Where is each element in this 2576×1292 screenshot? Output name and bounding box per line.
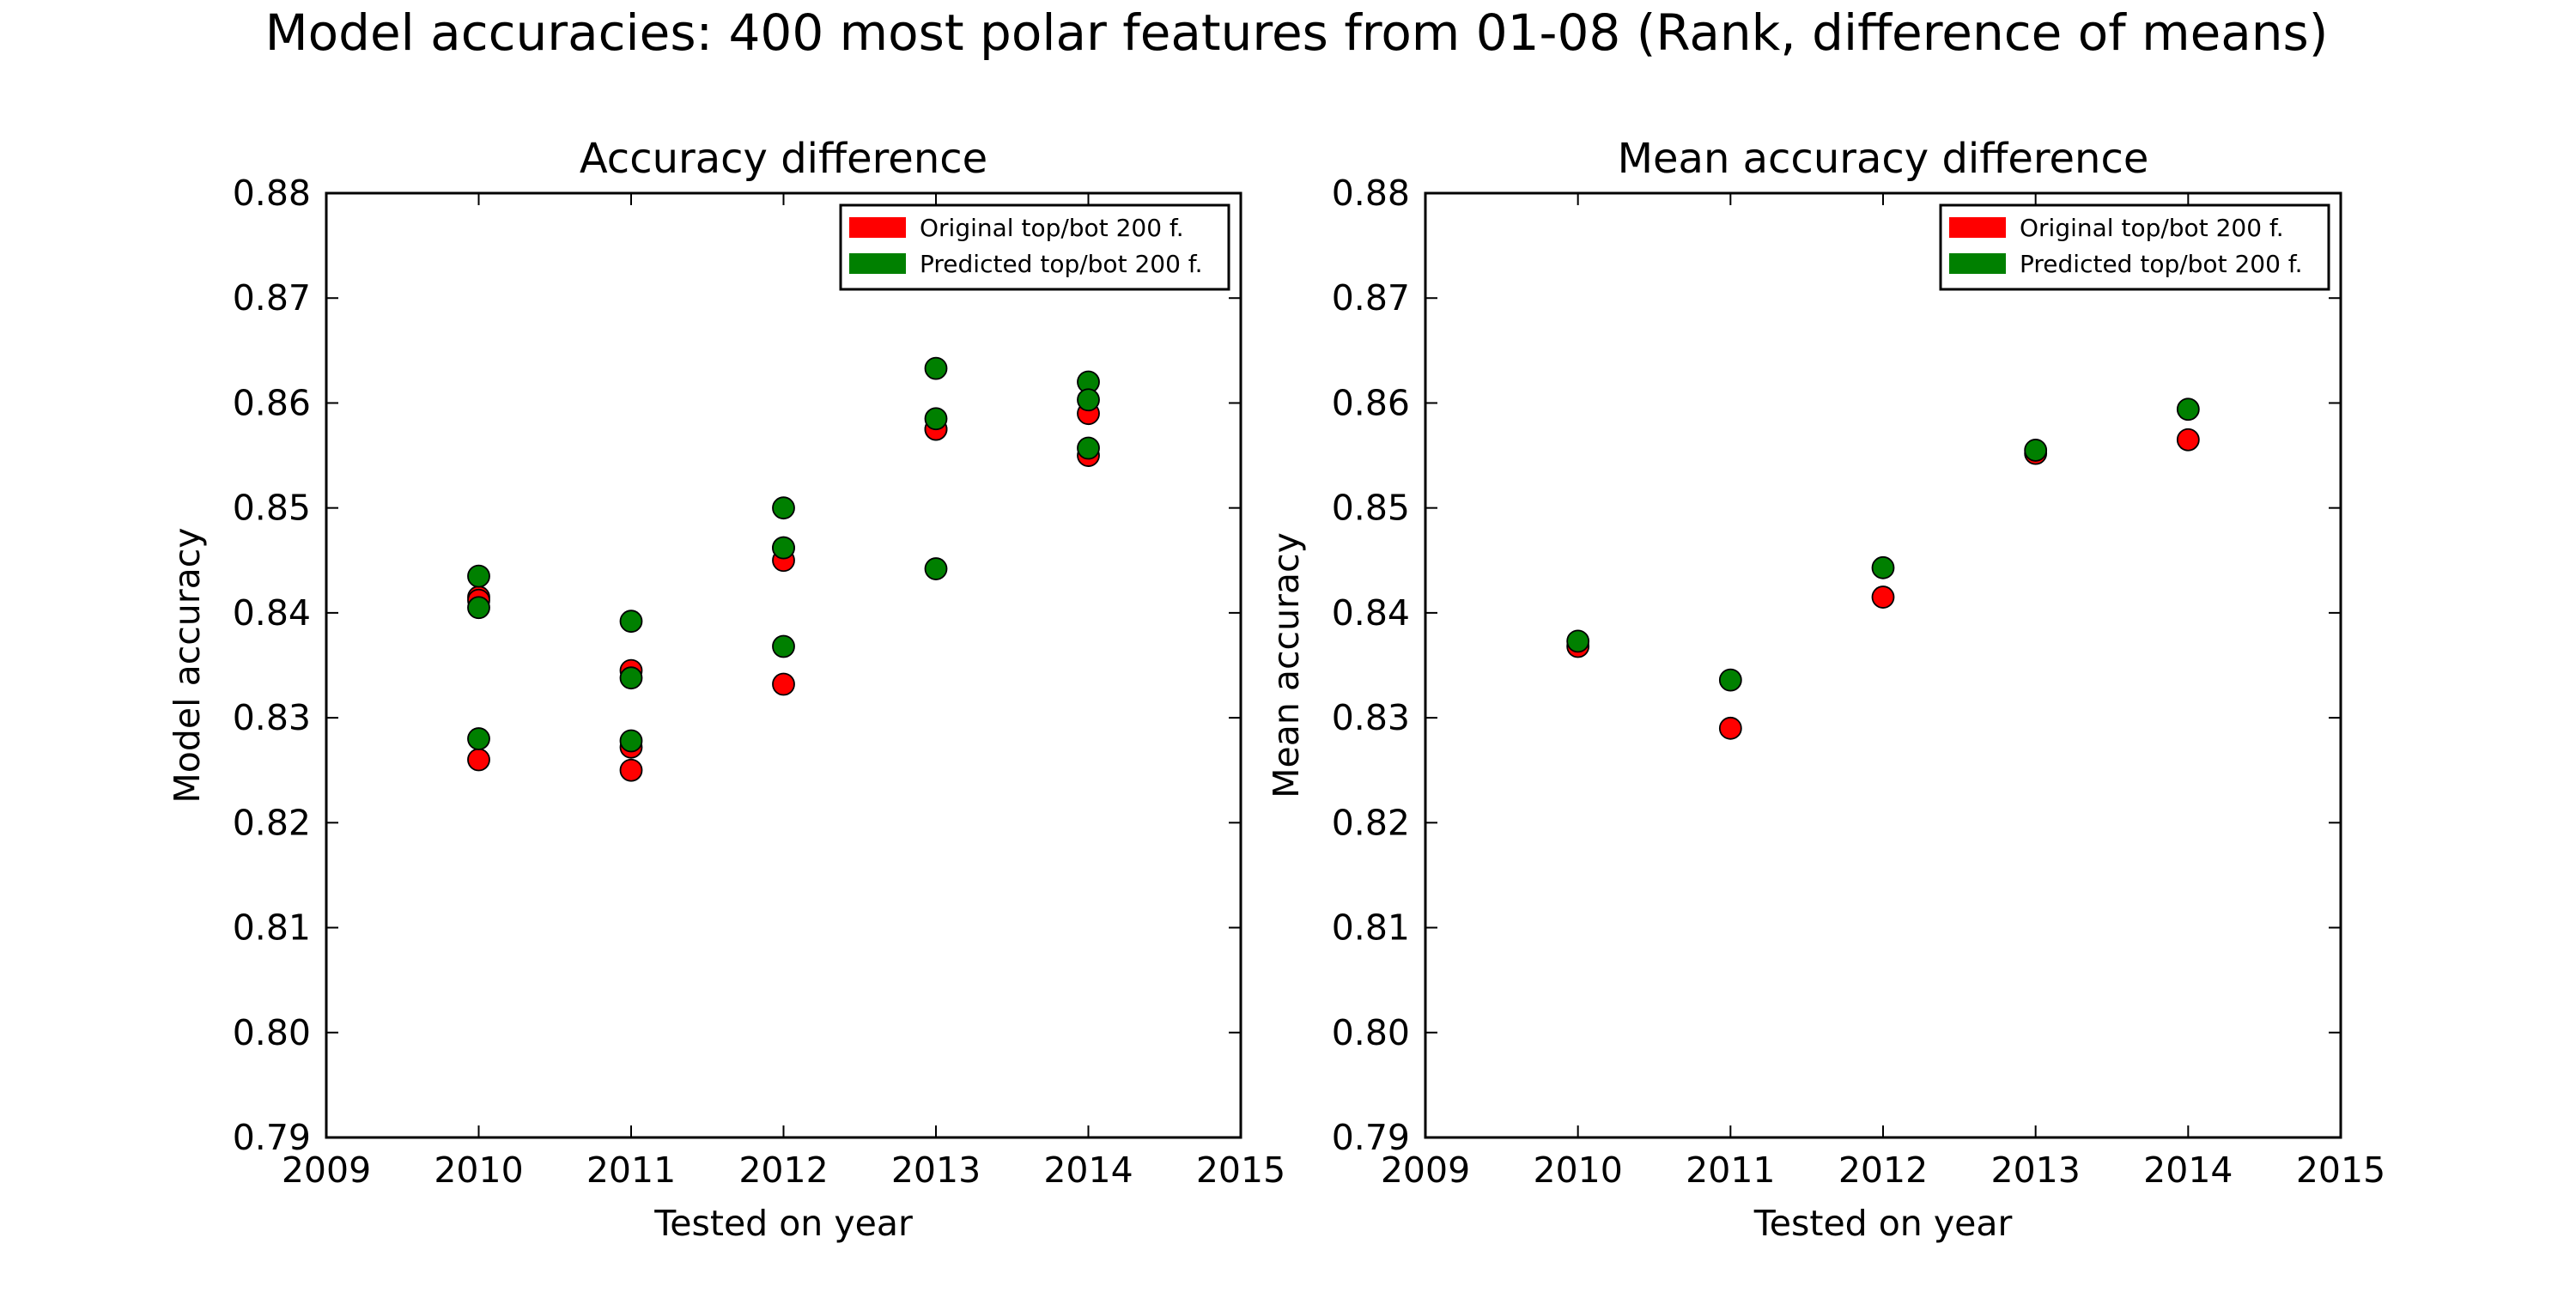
x-tick-label: 2015 (1196, 1149, 1285, 1191)
data-point-predicted (619, 666, 643, 690)
y-tick-label: 0.83 (1332, 697, 1410, 738)
y-tick-label: 0.86 (1332, 382, 1410, 423)
data-point-predicted (772, 496, 795, 520)
legend-swatch (849, 217, 906, 238)
y-tick-label: 0.82 (233, 802, 311, 843)
data-point-predicted (772, 634, 795, 658)
legend-entry: Predicted top/bot 200 f. (2020, 250, 2303, 278)
data-point-original (619, 758, 643, 782)
data-point-predicted (467, 596, 490, 620)
x-axis-label: Tested on year (653, 1203, 913, 1244)
y-axis-label: Model accuracy (167, 527, 208, 803)
legend-swatch (1949, 253, 2006, 274)
legend-swatch (849, 253, 906, 274)
plot-frame (1424, 191, 2342, 1139)
x-tick-label: 2012 (1838, 1149, 1928, 1191)
x-axis-label: Tested on year (1753, 1203, 2013, 1244)
plot-frame (325, 191, 1242, 1139)
y-tick-label: 0.84 (233, 592, 311, 634)
data-point-predicted (924, 407, 948, 431)
legend-entry: Original top/bot 200 f. (920, 214, 1184, 242)
chart-title: Accuracy difference (580, 135, 987, 183)
data-point-predicted (467, 564, 490, 588)
x-tick-label: 2012 (738, 1149, 828, 1191)
data-point-original (2176, 428, 2200, 452)
data-point-predicted (619, 610, 643, 634)
data-point-predicted (772, 536, 795, 560)
data-point-predicted (1871, 555, 1895, 579)
x-tick-label: 2010 (1533, 1149, 1622, 1191)
y-tick-label: 0.88 (1332, 173, 1410, 214)
legend-entry: Predicted top/bot 200 f. (920, 250, 1203, 278)
y-tick-label: 0.81 (1332, 907, 1410, 949)
data-point-predicted (1077, 436, 1100, 460)
data-point-predicted (924, 356, 948, 380)
y-tick-label: 0.86 (233, 382, 311, 423)
y-tick-label: 0.88 (233, 173, 311, 214)
data-point-predicted (2176, 397, 2200, 422)
data-point-original (772, 672, 795, 696)
data-point-predicted (619, 729, 643, 753)
x-tick-label: 2013 (891, 1149, 981, 1191)
y-tick-label: 0.79 (1332, 1117, 1410, 1158)
x-tick-label: 2011 (1686, 1149, 1775, 1191)
y-axis-label: Mean accuracy (1266, 532, 1307, 798)
figure-title: Model accuracies: 400 most polar feature… (265, 3, 2329, 62)
x-tick-label: 2010 (434, 1149, 523, 1191)
legend: Original top/bot 200 f. Predicted top/bot… (1939, 203, 2330, 291)
chart-1: Accuracy difference 2009 2010 2011 2012 2013 2… (167, 135, 1285, 1244)
data-point-predicted (2024, 439, 2048, 462)
x-tick-label: 2014 (2143, 1149, 2233, 1191)
x-tick-label: 2015 (2296, 1149, 2385, 1191)
data-point-original (1718, 716, 1742, 740)
data-point-predicted (1718, 668, 1742, 692)
y-tick-label: 0.81 (233, 907, 311, 949)
y-tick-label: 0.87 (1332, 277, 1410, 318)
legend-entry: Original top/bot 200 f. (2020, 214, 2284, 242)
y-tick-label: 0.85 (233, 488, 311, 529)
y-tick-label: 0.80 (1332, 1012, 1410, 1053)
y-tick-label: 0.84 (1332, 592, 1410, 634)
x-tick-label: 2011 (586, 1149, 676, 1191)
y-tick-label: 0.87 (233, 277, 311, 318)
y-tick-label: 0.83 (233, 697, 311, 738)
x-tick-label: 2009 (282, 1149, 371, 1191)
legend-swatch (1949, 217, 2006, 238)
data-point-predicted (1077, 388, 1100, 412)
x-tick-label: 2009 (1381, 1149, 1470, 1191)
data-point-original (467, 748, 490, 772)
data-point-predicted (924, 557, 948, 580)
x-tick-label: 2013 (1990, 1149, 2080, 1191)
x-tick-label: 2014 (1043, 1149, 1133, 1191)
y-tick-label: 0.85 (1332, 488, 1410, 529)
data-point-predicted (1566, 629, 1590, 653)
y-tick-label: 0.82 (1332, 802, 1410, 843)
y-tick-label: 0.79 (233, 1117, 311, 1158)
legend: Original top/bot 200 f. Predicted top/bot… (839, 203, 1230, 291)
chart-2: Mean accuracy difference 2009 2010 2011 2012… (1266, 135, 2385, 1244)
y-tick-label: 0.80 (233, 1012, 311, 1053)
data-point-predicted (467, 727, 490, 750)
chart-title: Mean accuracy difference (1618, 135, 2149, 183)
data-point-original (1871, 585, 1895, 609)
